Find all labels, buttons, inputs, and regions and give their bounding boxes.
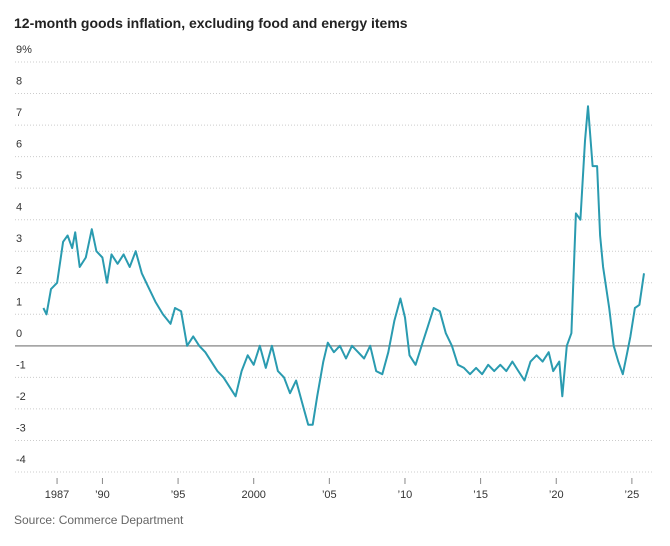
x-tick-label: 1987 (45, 489, 69, 501)
y-tick-label: 7 (16, 107, 22, 119)
y-tick-label: 5 (16, 170, 22, 182)
y-tick-label: -1 (16, 359, 26, 371)
x-tick-label: 2000 (241, 489, 265, 501)
y-tick-label: 2 (16, 265, 22, 277)
x-tick-label: ’10 (398, 489, 413, 501)
y-tick-label: 9% (16, 44, 32, 56)
y-tick-label: 6 (16, 139, 22, 151)
y-tick-label: 4 (16, 202, 22, 214)
x-tick-label: ’90 (95, 489, 110, 501)
line (42, 105, 645, 426)
y-tick-label: 1 (16, 296, 22, 308)
y-tick-label: 8 (16, 76, 22, 88)
x-tick-label: ’15 (473, 489, 488, 501)
y-tick-label: -4 (16, 454, 26, 466)
source: Source: Commerce Department (14, 513, 184, 527)
y-tick-label: -2 (16, 391, 26, 403)
y-tick-label: 3 (16, 233, 22, 245)
y-tick-label: 0 (16, 328, 22, 340)
x-tick-label: ’25 (625, 489, 640, 501)
x-tick-label: ’20 (549, 489, 564, 501)
y-tick-label: -3 (16, 422, 26, 434)
x-tick-label: ’05 (322, 489, 337, 501)
chart-title: 12-month goods inflation, excluding food… (14, 15, 408, 31)
x-tick-label: ’95 (171, 489, 186, 501)
